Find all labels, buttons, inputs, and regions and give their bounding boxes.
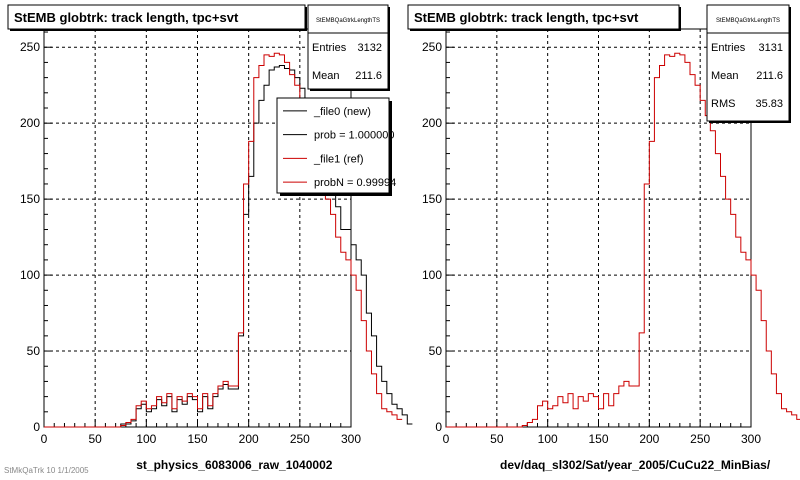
x-tick-label: 0 [41, 432, 48, 446]
chart-title: StEMB globtrk: track length, tpc+svt [14, 10, 239, 25]
stats-value: 3131 [759, 42, 783, 54]
chart-panel-1: 0 50 100 150 200 250 300 0 50 100 150 200 250 st_phys… [7, 4, 413, 472]
x-tick-label: 200 [639, 432, 659, 446]
stats-value: 211.6 [756, 70, 783, 82]
stats-label: Mean [312, 70, 340, 82]
legend-box [276, 97, 390, 194]
y-tick-label: 50 [429, 344, 443, 358]
x-tick-label: 100 [136, 432, 156, 446]
y-tick-label: 0 [33, 420, 40, 434]
title-box [7, 4, 306, 30]
stats-value: 3132 [358, 42, 382, 54]
chart-title: StEMB globtrk: track length, tpc+svt [414, 10, 639, 25]
x-tick-label: 100 [538, 432, 558, 446]
histogram-series-1 [446, 52, 800, 428]
legend-label: _file1 (ref) [313, 153, 364, 165]
y-tick-label: 200 [422, 116, 442, 130]
y-tick-label: 100 [422, 268, 442, 282]
stats-label: Mean [711, 70, 739, 82]
stats-label: RMS [711, 98, 735, 110]
stats-title: StEMBQaGtrkLengthTS [716, 18, 780, 24]
y-tick-label: 100 [20, 268, 40, 282]
x-axis-label: st_physics_6083006_raw_1040002 [136, 458, 332, 472]
footer-text: StMkQaTrk 10 1/1/2005 [4, 466, 89, 475]
legend-label: _file0 (new) [313, 106, 371, 118]
stats-box [706, 4, 790, 122]
stats-box [307, 4, 389, 90]
chart-panel-2: 0 50 100 150 200 250 300 0 50 100 150 200 250 dev/daq… [407, 4, 800, 472]
y-tick-label: 150 [20, 192, 40, 206]
title-box [407, 4, 680, 30]
stats-value: 35.83 [755, 98, 783, 110]
x-tick-label: 50 [490, 432, 504, 446]
histogram-series-2 [44, 52, 403, 428]
stats-label: Entries [312, 42, 347, 54]
x-tick-label: 250 [690, 432, 710, 446]
legend-label: prob = 1.000000 [314, 130, 394, 142]
y-tick-label: 200 [20, 116, 40, 130]
x-tick-label: 150 [187, 432, 207, 446]
x-tick-label: 300 [341, 432, 361, 446]
stats-value: 211.6 [355, 70, 382, 82]
y-tick-label: 50 [27, 344, 41, 358]
x-tick-label: 200 [239, 432, 259, 446]
x-tick-label: 300 [741, 432, 761, 446]
x-tick-label: 250 [290, 432, 310, 446]
stats-title: StEMBQaGtrkLengthTS [316, 18, 380, 24]
y-tick-label: 0 [435, 420, 442, 434]
y-tick-label: 250 [20, 40, 40, 54]
x-tick-label: 150 [588, 432, 608, 446]
x-tick-label: 50 [88, 432, 102, 446]
y-tick-label: 250 [422, 40, 442, 54]
x-tick-label: 0 [443, 432, 450, 446]
stats-label: Entries [711, 42, 746, 54]
legend-label: probN = 0.99994 [314, 177, 396, 189]
y-tick-label: 150 [422, 192, 442, 206]
x-axis-label: dev/daq_sl302/Sat/year_2005/CuCu22_MinBi… [500, 458, 771, 472]
